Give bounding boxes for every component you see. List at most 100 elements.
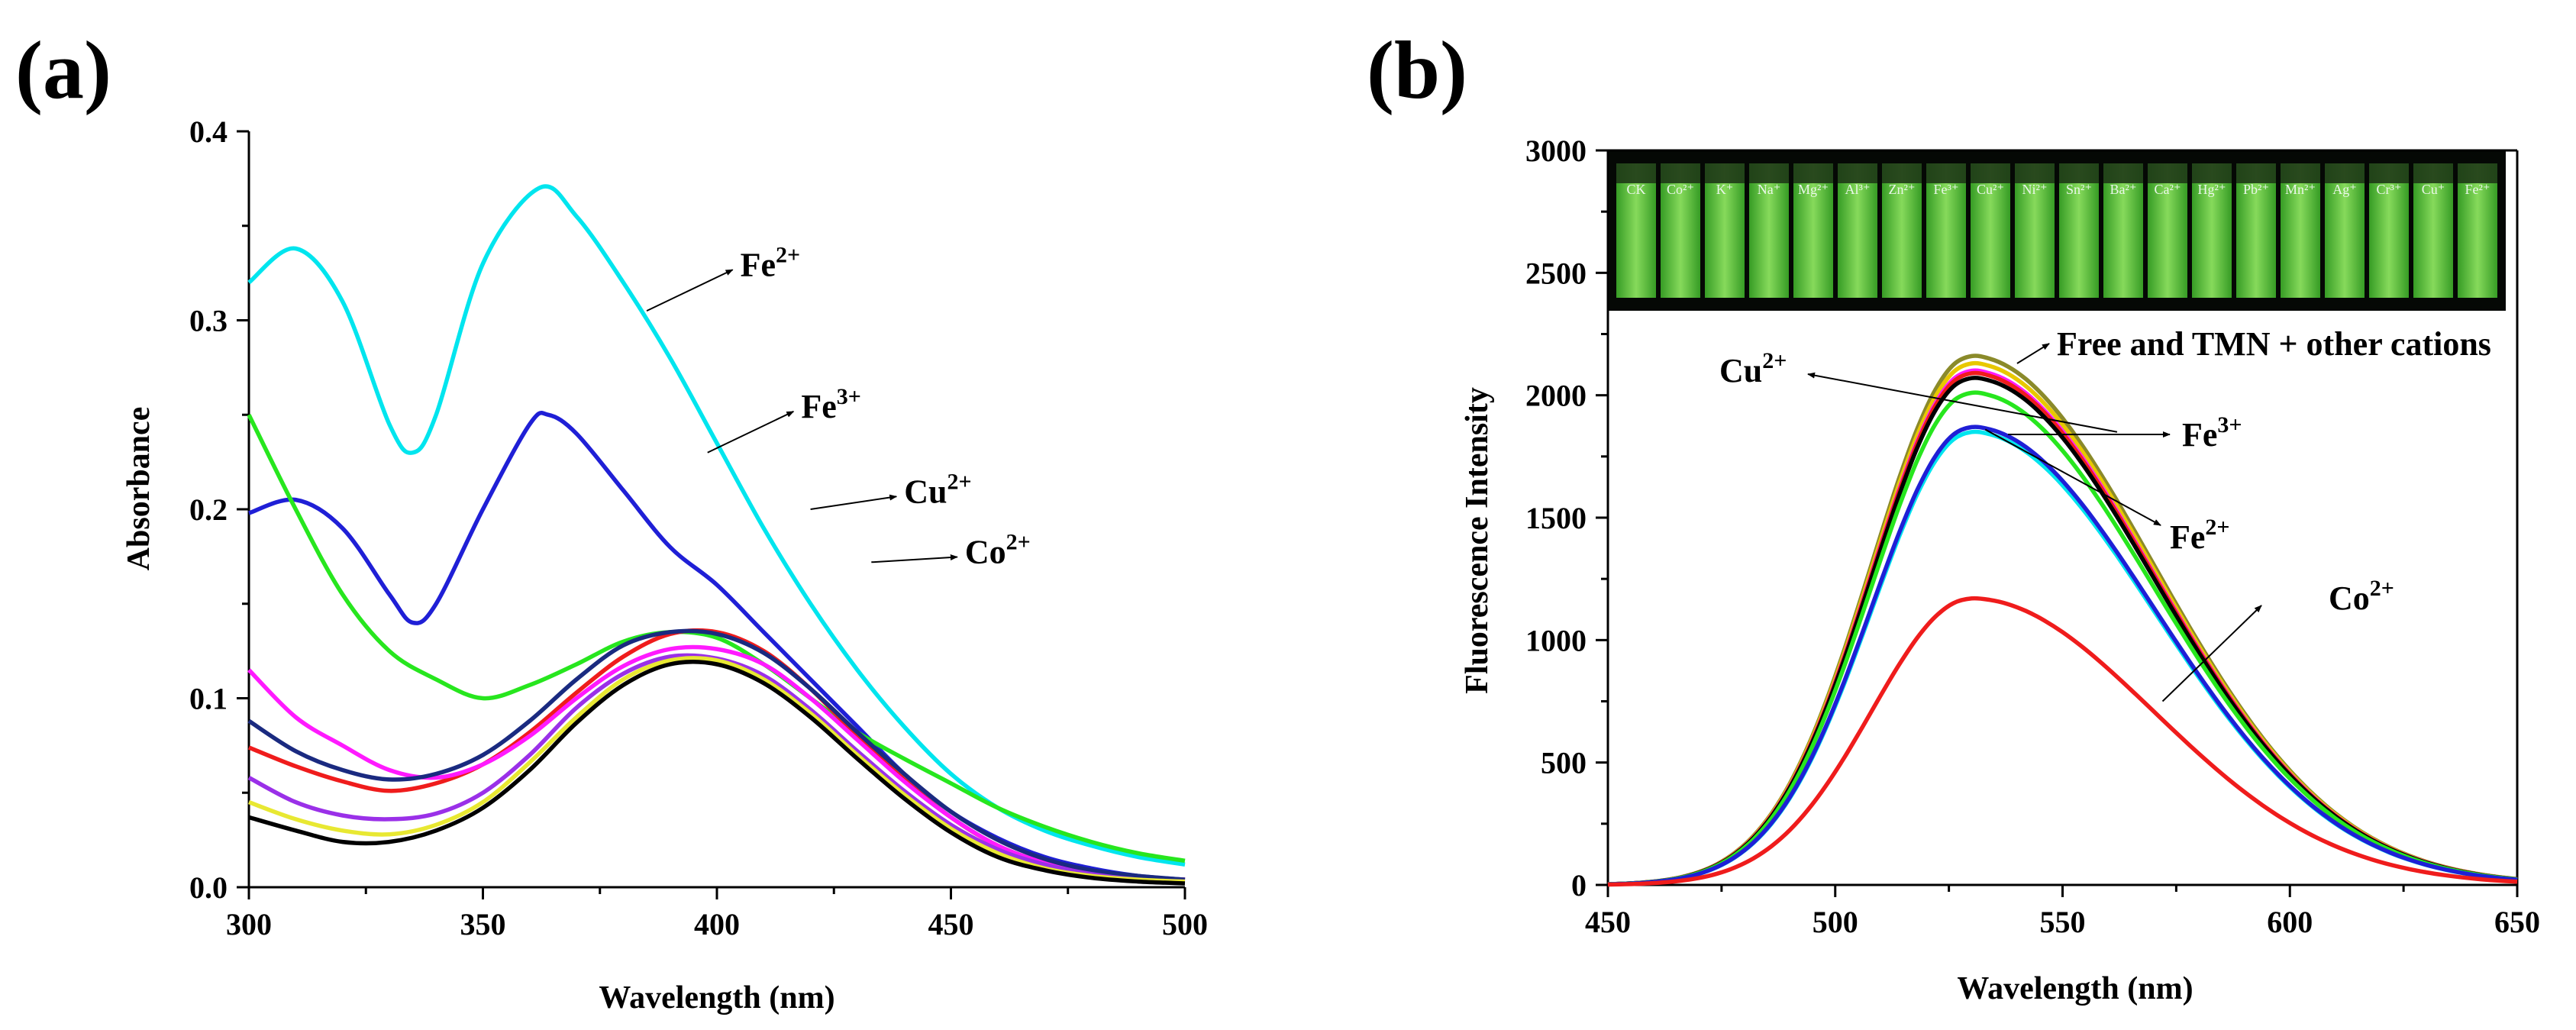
panel-b-y-tick-label: 2500 bbox=[1525, 256, 1587, 290]
cuvette-label: Mg²⁺ bbox=[1798, 182, 1829, 197]
cuvette-row: CK Co²⁺ K⁺ Na⁺ Mg²⁺ Al³⁺ Zn²⁺ Fe³⁺ Cu²⁺ Ni²⁺ Sn²⁺ B… bbox=[1616, 163, 2497, 298]
cuvette-label: Ni²⁺ bbox=[2022, 182, 2048, 197]
cuvette bbox=[2059, 163, 2099, 298]
panel-a-label: (a) bbox=[15, 25, 111, 116]
cuvette-label: Cu²⁺ bbox=[1977, 182, 2004, 197]
panel-a-series-line bbox=[247, 414, 1186, 864]
cuvette-label: Fe³⁺ bbox=[1934, 182, 1959, 197]
panel-a-x-tick-label: 450 bbox=[928, 907, 974, 941]
panel-a-xlabel: Wavelength (nm) bbox=[599, 980, 834, 1015]
panel-b: (b) CK Co²⁺ K⁺ Na⁺ Mg²⁺ Al³⁺ Zn²⁺ Fe³⁺ Cu²⁺ Ni²⁺ S… bbox=[1367, 25, 2540, 1006]
cuvette-cap bbox=[1616, 163, 1656, 183]
cuvette-cap bbox=[1793, 163, 1833, 183]
panel-a-series-line bbox=[248, 659, 1186, 886]
cuvette bbox=[1882, 163, 1922, 298]
panel-a: (a) 300 350 400 450 500 0.0 0.1 0.2 0.3 0.4 Fe2+ Fe… bbox=[15, 25, 1208, 1015]
panel-b-series-line bbox=[1607, 390, 2518, 886]
cuvette bbox=[1661, 163, 1700, 298]
panel-b-y-tick-label: 1500 bbox=[1525, 501, 1587, 535]
panel-a-series-line bbox=[248, 656, 1186, 884]
panel-a-x-tick-label: 400 bbox=[694, 907, 740, 941]
cuvette-cap bbox=[1749, 163, 1789, 183]
panel-b-annotation-label: Co2+ bbox=[2329, 576, 2394, 617]
panel-b-annotation-arrow bbox=[2161, 605, 2262, 702]
panel-a-plot-area: 300 350 400 450 500 0.0 0.1 0.2 0.3 0.4 Fe2+ Fe3+ Cu… bbox=[189, 115, 1208, 941]
panel-a-x-tick-label: 350 bbox=[460, 907, 506, 941]
panel-b-y-tick-label: 2000 bbox=[1525, 379, 1587, 413]
panel-b-annotation-label: Fe2+ bbox=[2170, 515, 2230, 556]
cuvette-label: Ca²⁺ bbox=[2155, 182, 2181, 197]
panel-b-xlabel: Wavelength (nm) bbox=[1957, 971, 2193, 1006]
panel-b-plot-area: 450 500 550 600 650 0 500 1000 1500 2000 2500 3000 F… bbox=[1525, 134, 2540, 939]
cuvette-label: Zn²⁺ bbox=[1889, 182, 1916, 197]
cuvette bbox=[1838, 163, 1877, 298]
panel-b-annotation-label: Free and TMN + other cations bbox=[2057, 325, 2491, 363]
panel-b-x-tick-label: 600 bbox=[2267, 905, 2313, 939]
panel-a-annotation-arrow bbox=[810, 494, 898, 510]
cuvette bbox=[2192, 163, 2232, 298]
cuvette bbox=[2015, 163, 2055, 298]
cuvette bbox=[2413, 163, 2453, 298]
cuvette-cap bbox=[2458, 163, 2497, 183]
cuvette-cap bbox=[1882, 163, 1922, 183]
panel-a-annotation-arrow bbox=[646, 269, 734, 312]
inset-photo-cuvettes: CK Co²⁺ K⁺ Na⁺ Mg²⁺ Al³⁺ Zn²⁺ Fe³⁺ Cu²⁺ Ni²⁺ Sn²⁺ B… bbox=[1608, 150, 2506, 311]
panel-b-annotation-arrow bbox=[1984, 428, 2161, 526]
panel-a-x-tick-label: 300 bbox=[226, 907, 272, 941]
panel-a-y-tick-label: 0.1 bbox=[189, 682, 228, 716]
panel-a-y-tick-label: 0.2 bbox=[189, 492, 228, 527]
cuvette-cap bbox=[1838, 163, 1877, 183]
cuvette-cap bbox=[2325, 163, 2365, 183]
cuvette-label: Pb²⁺ bbox=[2243, 182, 2269, 197]
panel-a-x-tick-label: 500 bbox=[1162, 907, 1208, 941]
cuvette-label: Cr³⁺ bbox=[2377, 182, 2402, 197]
cuvette-label: K⁺ bbox=[1716, 182, 1734, 197]
cuvette bbox=[2103, 163, 2143, 298]
panel-a-ylabel: Absorbance bbox=[121, 407, 157, 571]
cuvette-label: Sn²⁺ bbox=[2066, 182, 2092, 197]
cuvette-cap bbox=[2281, 163, 2320, 183]
panel-a-y-tick-label: 0.0 bbox=[189, 870, 228, 905]
panel-b-annotation-label: Cu2+ bbox=[1719, 348, 1787, 389]
panel-a-annotation-label: Fe2+ bbox=[741, 242, 801, 283]
cuvette-label: Al³⁺ bbox=[1845, 182, 1871, 197]
cuvette bbox=[2325, 163, 2365, 298]
panel-a-series-line bbox=[247, 644, 1186, 882]
cuvette-cap bbox=[1661, 163, 1700, 183]
panel-a-annotation-arrow bbox=[871, 554, 958, 563]
cuvette bbox=[2281, 163, 2320, 298]
panel-b-x-tick-label: 550 bbox=[2040, 905, 2086, 939]
panel-b-x-tick-label: 500 bbox=[1813, 905, 1858, 939]
cuvette-label: Mn²⁺ bbox=[2285, 182, 2316, 197]
cuvette-cap bbox=[2103, 163, 2143, 183]
cuvette-label: Hg²⁺ bbox=[2198, 182, 2226, 197]
cuvette-cap bbox=[2148, 163, 2187, 183]
panel-b-x-tick-label: 450 bbox=[1585, 905, 1631, 939]
cuvette bbox=[1749, 163, 1789, 298]
panel-b-annotation-arrow bbox=[1807, 372, 2118, 433]
cuvette-cap bbox=[2413, 163, 2453, 183]
panel-a-series-line bbox=[247, 628, 1186, 882]
cuvette-label: CK bbox=[1626, 182, 1645, 197]
panel-a-y-tick-label: 0.3 bbox=[189, 304, 228, 338]
panel-b-series-line bbox=[1607, 596, 2518, 887]
cuvette bbox=[1705, 163, 1745, 298]
cuvette-cap bbox=[2059, 163, 2099, 183]
panel-b-annotation-label: Fe3+ bbox=[2182, 412, 2242, 454]
panel-a-y-tick-label: 0.4 bbox=[189, 115, 228, 149]
cuvette-label: Co²⁺ bbox=[1667, 182, 1694, 197]
cuvette bbox=[1793, 163, 1833, 298]
cuvette-label: Ba²⁺ bbox=[2110, 182, 2137, 197]
panel-a-series-line bbox=[247, 184, 1186, 867]
cuvette-cap bbox=[2192, 163, 2232, 183]
panel-b-y-tick-label: 1000 bbox=[1525, 623, 1587, 657]
panel-a-annotation-label: Cu2+ bbox=[904, 469, 971, 510]
panel-b-series-line bbox=[1607, 429, 2518, 886]
panel-a-annotation-label: Co2+ bbox=[965, 529, 1031, 570]
cuvette-cap bbox=[1926, 163, 1966, 183]
cuvette bbox=[2369, 163, 2409, 298]
cuvette-label: Na⁺ bbox=[1758, 182, 1781, 197]
cuvette-cap bbox=[1705, 163, 1745, 183]
cuvette-cap bbox=[2236, 163, 2276, 183]
cuvette bbox=[1926, 163, 1966, 298]
